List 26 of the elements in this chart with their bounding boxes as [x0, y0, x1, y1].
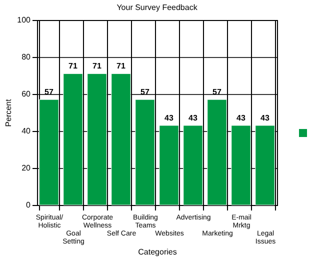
y-tick-label: 100 [17, 16, 32, 24]
bar [111, 73, 131, 206]
bar [39, 99, 59, 206]
data-label: 43 [188, 113, 198, 122]
data-label: 71 [116, 62, 126, 71]
bar [231, 125, 251, 206]
y-tick-label: 80 [22, 52, 32, 62]
data-label: 43 [236, 113, 246, 122]
data-label: 71 [92, 62, 102, 71]
bar [63, 73, 83, 206]
data-label: 43 [164, 113, 174, 122]
bar [159, 125, 179, 206]
data-label: 71 [68, 62, 78, 71]
y-tick-label: 40 [22, 126, 32, 136]
y-tick-label: 20 [22, 164, 32, 172]
data-label: 43 [260, 113, 270, 122]
y-tick-label: 0 [26, 200, 32, 210]
bar [255, 125, 275, 206]
y-axis-title: Percent [4, 98, 14, 127]
bar [87, 73, 107, 206]
chart-title: Your Survey Feedback [116, 3, 198, 12]
y-tick-label: 60 [22, 90, 32, 98]
bar [207, 99, 227, 206]
x-axis-title: Categories [138, 248, 177, 256]
bar [135, 99, 155, 206]
bar [183, 125, 203, 206]
